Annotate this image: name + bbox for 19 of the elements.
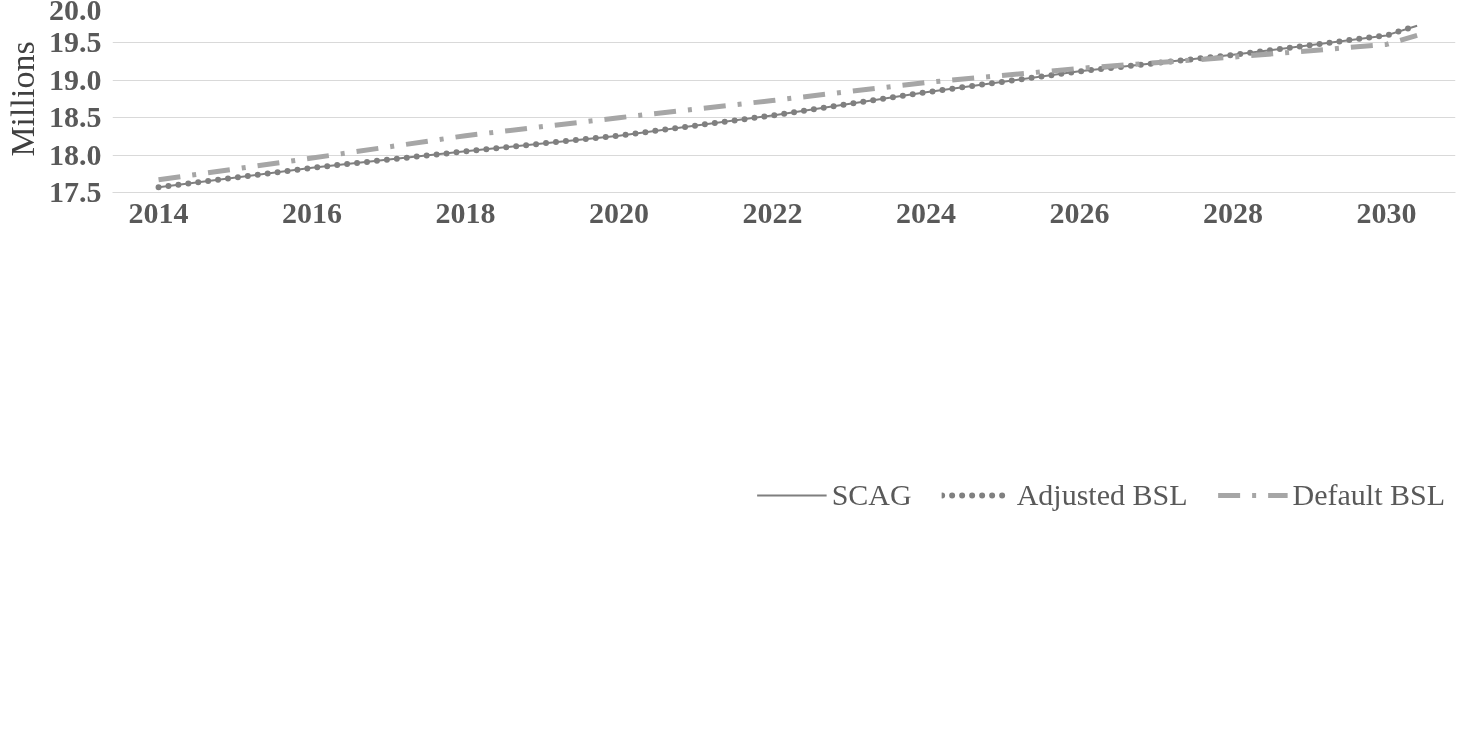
legend-label: SCAG <box>831 478 912 512</box>
y-tick-label: 19.0 <box>49 62 102 96</box>
y-tick-label: 19.5 <box>49 25 102 59</box>
x-tick-label: 2022 <box>742 195 803 229</box>
y-tick-label: 18.0 <box>49 137 102 171</box>
x-tick-label: 2014 <box>128 195 189 229</box>
x-tick-label: 2024 <box>895 195 956 229</box>
y-tick-label: 17.5 <box>49 175 102 208</box>
y-axis-title: Millions <box>4 41 41 157</box>
x-tick-label: 2016 <box>282 195 343 229</box>
legend-label: Adjusted BSL <box>1016 478 1188 512</box>
x-tick-label: 2028 <box>1202 195 1263 229</box>
x-tick-label: 2026 <box>1049 195 1110 229</box>
y-tick-label: 20.0 <box>49 0 102 26</box>
x-tick-label: 2020 <box>589 195 649 229</box>
legend-label: Default BSL <box>1292 478 1445 512</box>
x-tick-label: 2018 <box>435 195 496 229</box>
y-tick-label: 18.5 <box>49 100 102 134</box>
x-tick-label: 2030 <box>1356 195 1417 229</box>
